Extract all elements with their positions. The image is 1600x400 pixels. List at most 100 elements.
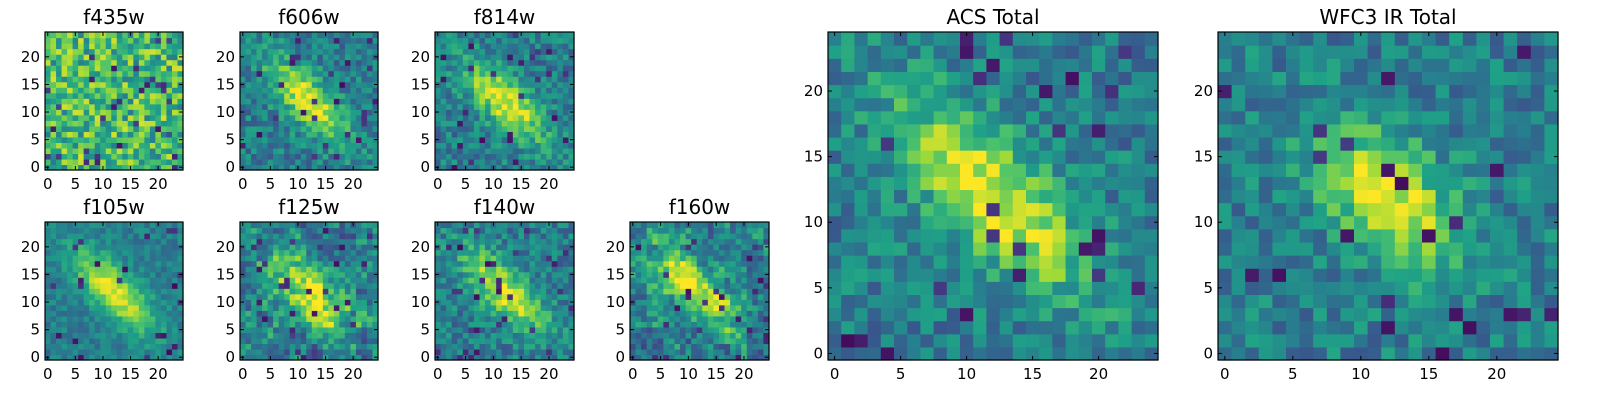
- heatmap-cell: [333, 153, 340, 160]
- heatmap-cell: [366, 293, 374, 300]
- heatmap-cell: [696, 348, 703, 356]
- heatmap-cell: [562, 54, 570, 61]
- heatmap-cell: [485, 255, 492, 262]
- heatmap-cell: [78, 87, 85, 94]
- heatmap-cell: [920, 320, 935, 335]
- heatmap-cell: [300, 37, 307, 44]
- heatmap-cell: [867, 294, 882, 309]
- heatmap-cell: [133, 299, 140, 306]
- heatmap-cell: [322, 227, 329, 234]
- heatmap-cell: [245, 326, 252, 333]
- heatmap-cell: [468, 238, 475, 245]
- heatmap-cell: [50, 70, 57, 77]
- heatmap-cell: [333, 37, 340, 44]
- heatmap-cell: [372, 332, 379, 339]
- heatmap-cell: [289, 164, 296, 171]
- heatmap-cell: [256, 54, 263, 61]
- heatmap-cell: [462, 299, 469, 306]
- heatmap-cell: [630, 293, 637, 300]
- heatmap-cell: [105, 326, 112, 333]
- heatmap-cell: [322, 158, 329, 166]
- heatmap-cell: [245, 48, 252, 55]
- heatmap-cell: [116, 354, 123, 361]
- heatmap-cell: [894, 268, 908, 282]
- heatmap-cell: [757, 238, 765, 245]
- heatmap-cell: [507, 233, 514, 240]
- heatmap-cell: [295, 227, 302, 234]
- heatmap-cell: [828, 281, 842, 295]
- heatmap-cell: [78, 332, 85, 339]
- heatmap-cell: [284, 158, 291, 166]
- heatmap-cell: [311, 43, 318, 50]
- heatmap-cell: [267, 249, 274, 256]
- heatmap-cell: [473, 65, 481, 72]
- heatmap-cell: [735, 249, 742, 256]
- heatmap-cell: [724, 255, 731, 262]
- heatmap-cell: [100, 48, 107, 55]
- heatmap-cell: [562, 249, 570, 256]
- heatmap-cell: [284, 98, 291, 105]
- heatmap-cell: [1026, 202, 1040, 217]
- heatmap-cell: [440, 315, 447, 322]
- heatmap-cell: [485, 59, 492, 66]
- heatmap-cell: [251, 65, 258, 72]
- heatmap-cell: [56, 59, 63, 66]
- heatmap-cell: [485, 120, 492, 127]
- heatmap-cell: [166, 227, 173, 234]
- heatmap-cell: [440, 43, 447, 50]
- heatmap-cell: [546, 48, 553, 55]
- heatmap-cell: [83, 222, 90, 229]
- heatmap-cell: [685, 343, 692, 350]
- heatmap-cell: [1131, 320, 1146, 335]
- heatmap-cell: [854, 189, 869, 204]
- heatmap-cell: [350, 125, 357, 132]
- heatmap-cell: [361, 142, 368, 149]
- heatmap-cell: [468, 120, 475, 127]
- heatmap-cell: [507, 304, 514, 311]
- heatmap-cell: [735, 348, 742, 356]
- heatmap-cell: [551, 81, 558, 88]
- heatmap-cell: [1012, 268, 1027, 282]
- heatmap-cell: [702, 233, 709, 240]
- heatmap-cell: [1078, 215, 1093, 230]
- heatmap-cell: [78, 271, 85, 278]
- heatmap-cell: [546, 310, 553, 317]
- heatmap-cell: [138, 98, 145, 105]
- heatmap-cell: [490, 131, 497, 138]
- heatmap-cell: [306, 266, 313, 273]
- heatmap-cell: [50, 48, 57, 55]
- heatmap-cell: [507, 288, 514, 295]
- heatmap-cell: [518, 98, 525, 105]
- heatmap-cell: [540, 310, 547, 317]
- heatmap-cell: [78, 76, 85, 83]
- heatmap-cell: [713, 337, 720, 345]
- heatmap-cell: [518, 337, 525, 345]
- heatmap-cell: [557, 65, 564, 72]
- heatmap-cell: [529, 255, 536, 262]
- heatmap-cell: [240, 142, 247, 149]
- heatmap-cell: [485, 337, 492, 345]
- heatmap-cell: [100, 315, 107, 322]
- heatmap-cell: [355, 227, 363, 234]
- heatmap-cell: [674, 260, 681, 267]
- heatmap-cell: [707, 299, 714, 306]
- heatmap-cell: [355, 304, 363, 311]
- heatmap-cell: [841, 346, 855, 361]
- heatmap-cell: [295, 321, 302, 328]
- heatmap-cell: [278, 315, 285, 322]
- heatmap-cell: [322, 109, 329, 116]
- heatmap-cell: [328, 271, 335, 278]
- heatmap-cell: [366, 142, 374, 149]
- heatmap-cell: [757, 354, 765, 361]
- heatmap-cell: [256, 76, 263, 83]
- heatmap-cell: [529, 271, 536, 278]
- heatmap-cell: [854, 307, 869, 322]
- heatmap-cell: [529, 98, 536, 105]
- x-tick-label: 5: [266, 365, 276, 383]
- heatmap-cell: [278, 227, 285, 234]
- heatmap-cell: [160, 131, 168, 138]
- heatmap-cell: [485, 249, 492, 256]
- heatmap-cell: [171, 114, 179, 121]
- heatmap-cell: [122, 70, 129, 77]
- heatmap-cell: [646, 277, 653, 284]
